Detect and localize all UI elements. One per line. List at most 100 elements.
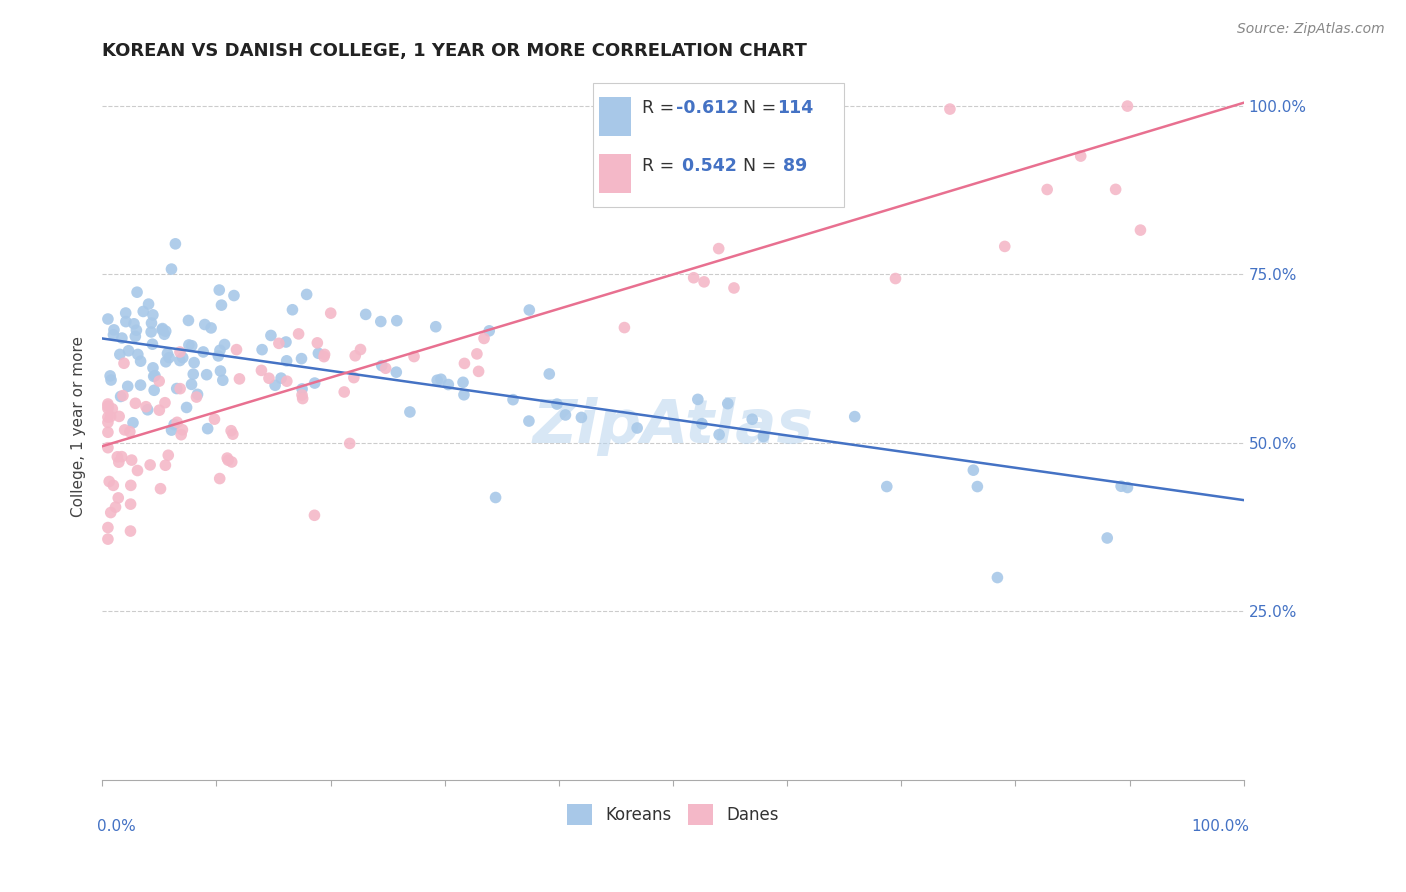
Point — [217, 451, 239, 466]
FancyBboxPatch shape — [599, 97, 631, 136]
Point — [208, 283, 231, 297]
Point — [291, 382, 314, 396]
Point — [451, 376, 474, 390]
Point — [209, 364, 232, 378]
Point — [120, 497, 142, 511]
Point — [571, 410, 593, 425]
Point — [127, 347, 149, 361]
Point — [200, 321, 222, 335]
Point — [385, 314, 408, 328]
Point — [962, 463, 984, 477]
Point — [270, 371, 292, 385]
Point — [97, 399, 120, 413]
Point — [1129, 223, 1152, 237]
Point — [142, 369, 165, 384]
Point — [690, 417, 713, 431]
Point — [217, 453, 239, 467]
FancyBboxPatch shape — [593, 83, 844, 207]
Point — [105, 450, 128, 464]
Point — [108, 409, 131, 424]
Point — [115, 315, 138, 329]
Point — [155, 324, 177, 338]
Point — [402, 350, 425, 364]
Point — [125, 285, 148, 300]
Point — [97, 401, 120, 416]
Text: Source: ZipAtlas.com: Source: ZipAtlas.com — [1237, 22, 1385, 37]
Point — [211, 298, 233, 312]
Point — [141, 316, 163, 330]
Point — [100, 506, 122, 520]
Point — [153, 395, 176, 409]
Point — [1116, 99, 1139, 113]
Point — [741, 412, 763, 426]
Point — [682, 270, 704, 285]
Point — [156, 346, 179, 360]
Point — [169, 382, 191, 396]
Point — [222, 288, 245, 302]
Point — [425, 319, 447, 334]
Point — [207, 349, 229, 363]
Point — [186, 390, 208, 404]
Point — [143, 368, 166, 383]
Point — [1109, 479, 1132, 493]
Text: -0.612: -0.612 — [676, 99, 738, 117]
Point — [152, 321, 174, 335]
Point — [169, 345, 191, 359]
Point — [371, 359, 394, 373]
Point — [104, 500, 127, 515]
Point — [112, 356, 135, 370]
Point — [228, 372, 250, 386]
Point — [876, 479, 898, 493]
Point — [250, 343, 273, 357]
Point — [103, 323, 125, 337]
Point — [723, 281, 745, 295]
Point — [307, 335, 329, 350]
Point — [884, 271, 907, 285]
Text: 114: 114 — [778, 99, 813, 117]
Point — [170, 427, 193, 442]
Point — [385, 365, 408, 379]
Point — [354, 307, 377, 321]
Point — [281, 302, 304, 317]
Point — [142, 360, 165, 375]
Point — [142, 308, 165, 322]
Point — [304, 508, 326, 523]
Point — [180, 339, 202, 353]
Point — [166, 415, 188, 429]
Point — [138, 297, 160, 311]
Point — [177, 338, 200, 352]
Point — [214, 337, 236, 351]
Point — [194, 318, 217, 332]
Point — [517, 303, 540, 318]
Point — [339, 436, 361, 450]
Point — [502, 392, 524, 407]
Point — [118, 425, 141, 439]
Text: N =: N = — [742, 157, 782, 176]
Point — [176, 401, 198, 415]
Point — [111, 331, 134, 345]
Point — [1116, 481, 1139, 495]
Point — [160, 262, 183, 277]
Point — [626, 421, 648, 435]
Point — [399, 405, 422, 419]
FancyBboxPatch shape — [599, 153, 631, 193]
Point — [103, 327, 125, 342]
Point — [97, 415, 120, 429]
Point — [166, 382, 188, 396]
Point — [276, 374, 298, 388]
Point — [124, 396, 146, 410]
Point — [344, 349, 367, 363]
Point — [143, 384, 166, 398]
Y-axis label: College, 1 year or more: College, 1 year or more — [72, 335, 86, 516]
Point — [98, 368, 121, 383]
Point — [108, 347, 131, 361]
Point — [172, 423, 194, 437]
Point — [125, 323, 148, 337]
Point — [707, 242, 730, 256]
Point — [141, 337, 163, 351]
Point — [120, 524, 142, 538]
Point — [124, 329, 146, 343]
Point — [157, 351, 180, 365]
Point — [939, 102, 962, 116]
Point — [193, 345, 215, 359]
